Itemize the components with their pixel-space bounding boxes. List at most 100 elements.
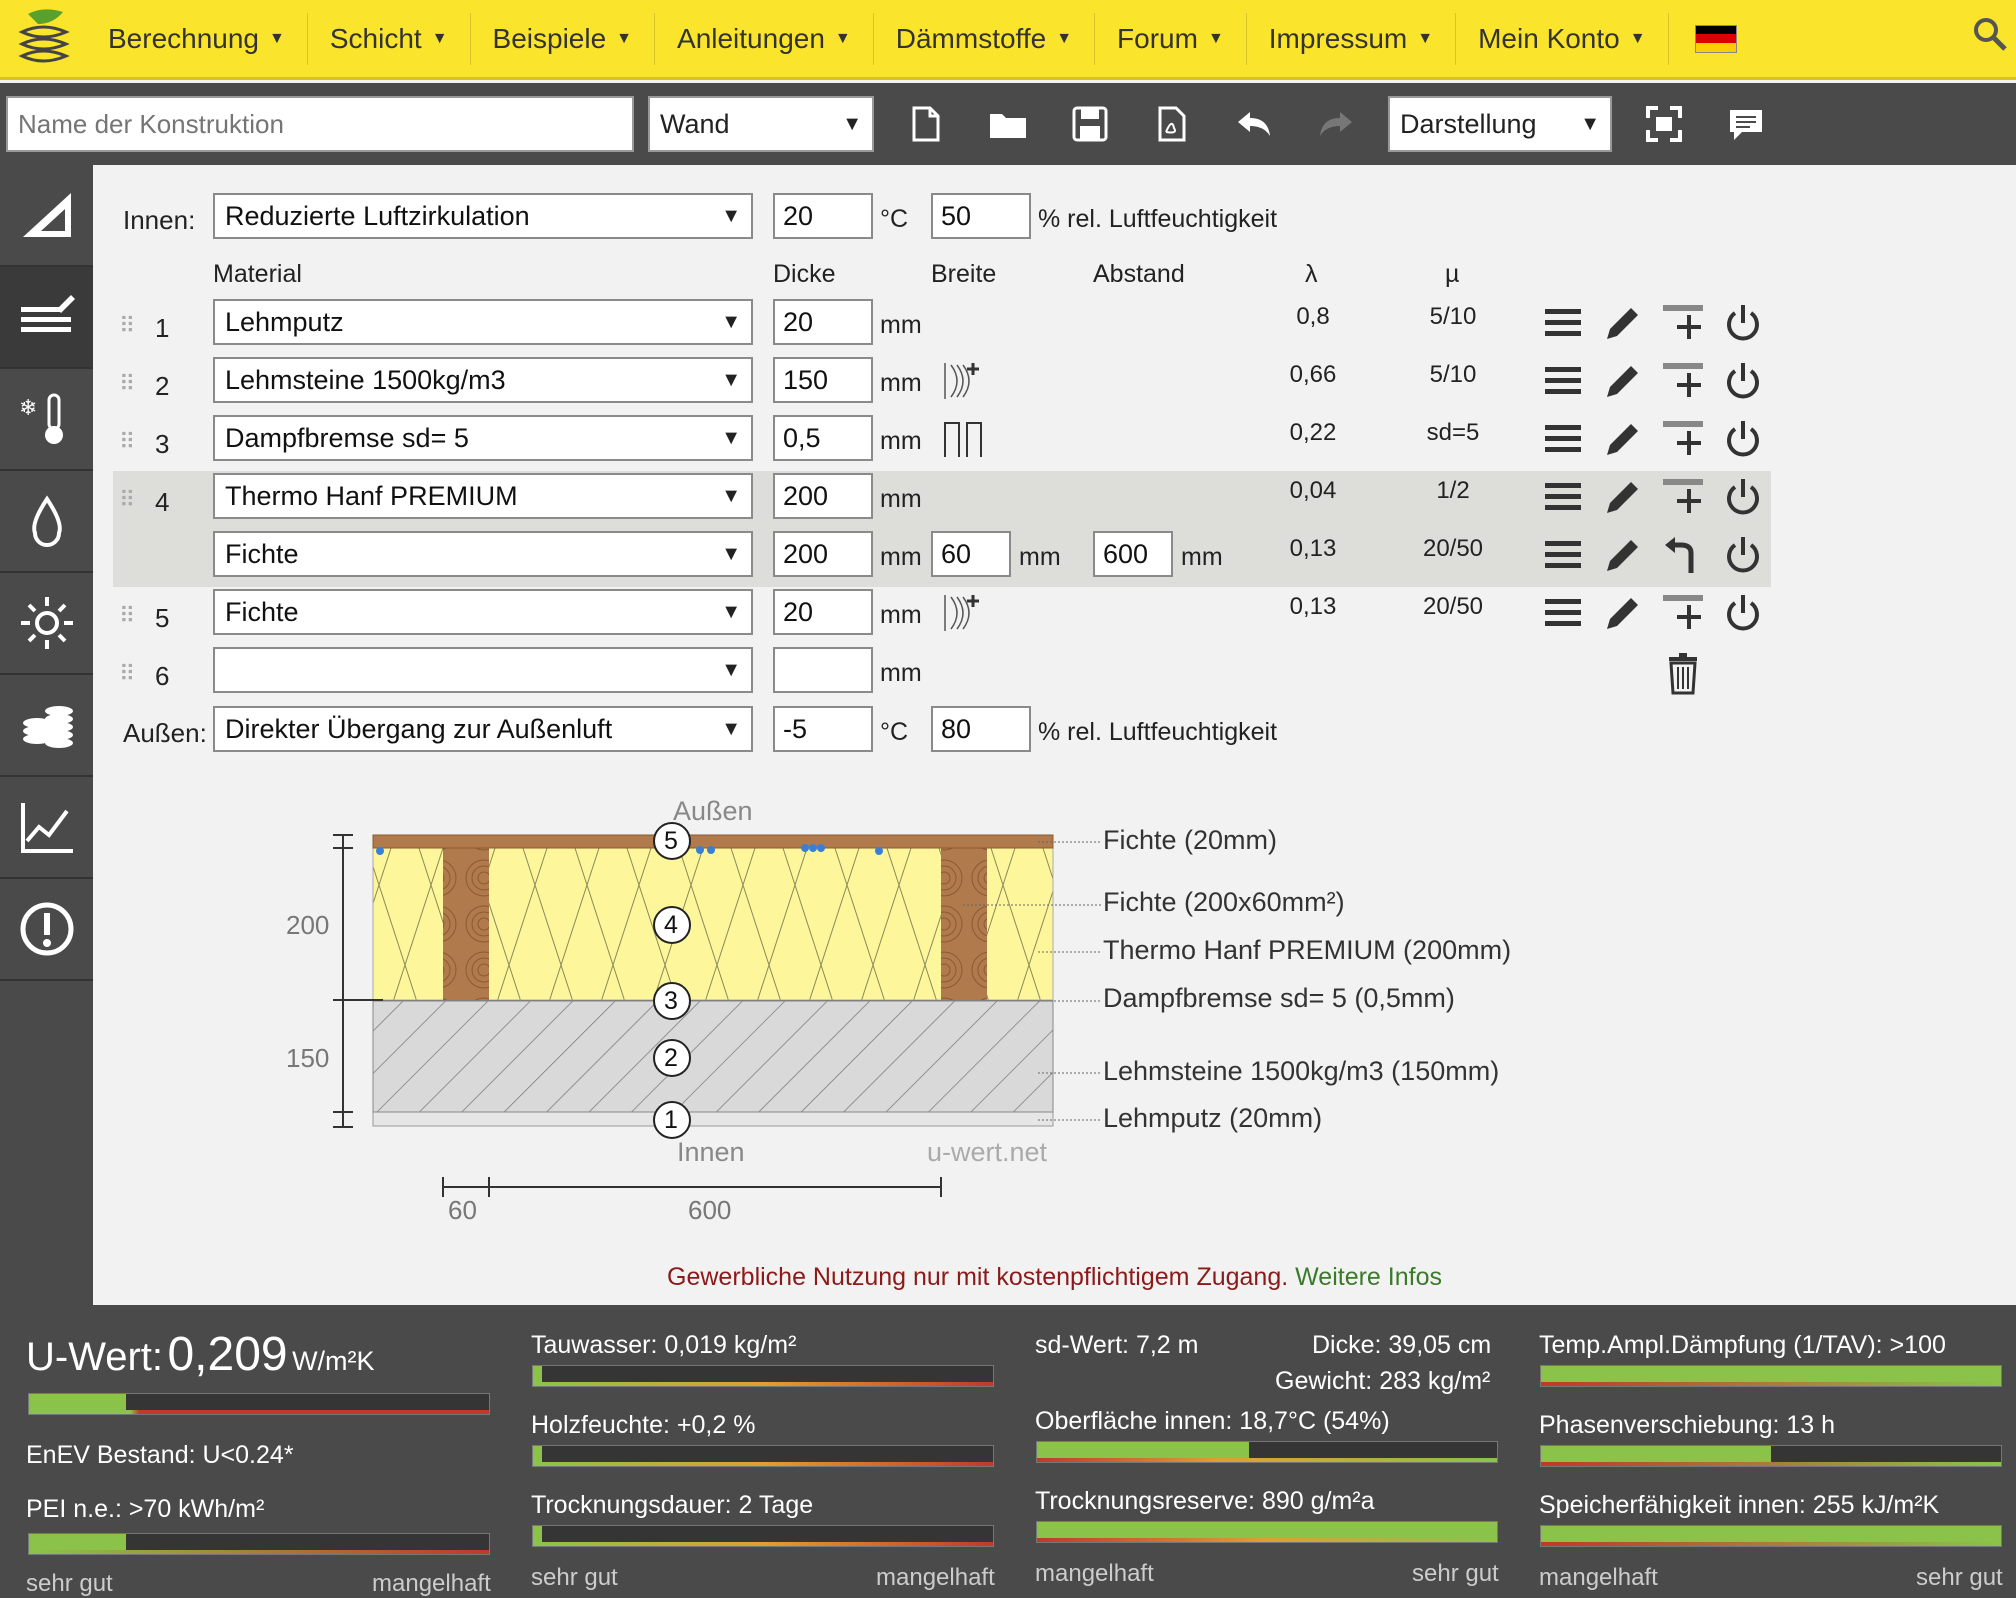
menu-icon[interactable] bbox=[1541, 475, 1585, 519]
menu-icon[interactable] bbox=[1541, 301, 1585, 345]
layer-thickness-input[interactable]: 20 bbox=[773, 299, 873, 345]
drag-handle-icon[interactable]: ⠿ bbox=[119, 603, 135, 628]
comment-icon[interactable] bbox=[1716, 96, 1776, 152]
layer-material-select[interactable]: Dampfbremse sd= 5 ▼ bbox=[213, 415, 753, 461]
power-icon[interactable] bbox=[1721, 591, 1765, 635]
sidebar-item-moisture[interactable] bbox=[0, 471, 93, 573]
outer-humidity-input[interactable]: 80 bbox=[931, 706, 1031, 752]
new-file-icon[interactable] bbox=[896, 96, 956, 152]
dropdown-arrow-icon: ▼ bbox=[721, 368, 741, 391]
view-select[interactable]: Darstellung ▼ bbox=[1388, 96, 1612, 152]
layer-material-select[interactable]: Fichte ▼ bbox=[213, 531, 753, 577]
layer-thickness-input[interactable]: 20 bbox=[773, 589, 873, 635]
add-sublayer-icon[interactable] bbox=[1661, 475, 1705, 519]
power-icon[interactable] bbox=[1721, 417, 1765, 461]
layer-material-select[interactable]: Lehmsteine 1500kg/m3 ▼ bbox=[213, 357, 753, 403]
trash-icon[interactable] bbox=[1661, 651, 1705, 695]
layer-material-value: Lehmsteine 1500kg/m3 bbox=[225, 364, 506, 395]
nav-impressum[interactable]: Impressum ▼ bbox=[1247, 12, 1457, 65]
german-flag-icon[interactable] bbox=[1694, 24, 1737, 53]
nav-anleitungen[interactable]: Anleitungen ▼ bbox=[655, 12, 874, 65]
inner-humidity-input[interactable]: 50 bbox=[931, 193, 1031, 239]
save-icon[interactable] bbox=[1060, 96, 1120, 152]
menu-icon[interactable] bbox=[1541, 533, 1585, 577]
outer-temp-input[interactable]: -5 bbox=[773, 706, 873, 752]
nav-mein-konto[interactable]: Mein Konto ▼ bbox=[1456, 12, 1669, 65]
drag-handle-icon[interactable]: ⠿ bbox=[119, 487, 135, 512]
add-sublayer-icon[interactable] bbox=[1661, 417, 1705, 461]
pencil-icon[interactable] bbox=[1601, 591, 1645, 635]
construction-type-select[interactable]: Wand ▼ bbox=[648, 96, 874, 152]
layer-thickness-input[interactable]: 200 bbox=[773, 531, 873, 577]
fullscreen-icon[interactable] bbox=[1634, 96, 1694, 152]
header-lambda: λ bbox=[1305, 260, 1318, 288]
open-folder-icon[interactable] bbox=[978, 96, 1038, 152]
layer-spacing-input[interactable]: 600 bbox=[1093, 531, 1173, 577]
menu-icon[interactable] bbox=[1541, 359, 1585, 403]
construction-name-input[interactable] bbox=[6, 96, 634, 152]
pencil-icon[interactable] bbox=[1601, 301, 1645, 345]
drag-handle-icon[interactable]: ⠿ bbox=[119, 429, 135, 454]
scale-bad-1: mangelhaft bbox=[372, 1570, 491, 1597]
condensation-drops bbox=[376, 844, 883, 855]
inner-condition-select[interactable]: Reduzierte Luftzirkulation ▼ bbox=[213, 193, 753, 239]
sidebar-item-summer[interactable] bbox=[0, 573, 93, 675]
layer-number: 6 bbox=[155, 661, 170, 691]
nav-forum[interactable]: Forum ▼ bbox=[1095, 12, 1247, 65]
search-icon[interactable] bbox=[1972, 16, 2008, 61]
sidebar-item-warnings[interactable] bbox=[0, 879, 93, 981]
sidebar-item-layers[interactable] bbox=[0, 267, 93, 369]
pdf-icon[interactable] bbox=[1142, 96, 1202, 152]
drag-handle-icon[interactable]: ⠿ bbox=[119, 371, 135, 396]
pencil-icon[interactable] bbox=[1601, 359, 1645, 403]
trocknungsreserve-bar bbox=[1036, 1521, 1498, 1543]
power-icon[interactable] bbox=[1721, 359, 1765, 403]
nav-schicht[interactable]: Schicht ▼ bbox=[308, 12, 471, 65]
nav-daemmstoffe[interactable]: Dämmstoffe ▼ bbox=[874, 12, 1096, 65]
layer-material-select[interactable]: Thermo Hanf PREMIUM ▼ bbox=[213, 473, 753, 519]
add-sublayer-icon[interactable] bbox=[1661, 359, 1705, 403]
pencil-icon[interactable] bbox=[1601, 533, 1645, 577]
add-sublayer-icon[interactable] bbox=[1661, 591, 1705, 635]
sidebar-item-costs[interactable] bbox=[0, 675, 93, 777]
logo[interactable] bbox=[0, 0, 86, 79]
membrane-icon[interactable] bbox=[941, 417, 985, 461]
inner-temp-input[interactable]: 20 bbox=[773, 193, 873, 239]
sidebar-item-temperature[interactable]: ❄ bbox=[0, 369, 93, 471]
layer-thickness-input[interactable]: 150 bbox=[773, 357, 873, 403]
circle-label-2: 2 bbox=[664, 1044, 678, 1072]
nav-berechnung[interactable]: Berechnung ▼ bbox=[86, 12, 308, 65]
circle-label-3: 3 bbox=[664, 987, 678, 1015]
layer-material-select[interactable]: Fichte ▼ bbox=[213, 589, 753, 635]
outer-condition-select[interactable]: Direkter Übergang zur Außenluft ▼ bbox=[213, 706, 753, 752]
sidebar-item-chart[interactable] bbox=[0, 777, 93, 879]
add-wood-icon[interactable] bbox=[941, 591, 985, 635]
layer-thickness-input[interactable]: 0,5 bbox=[773, 415, 873, 461]
nav-beispiele[interactable]: Beispiele ▼ bbox=[471, 12, 656, 65]
add-sublayer-icon[interactable] bbox=[1661, 301, 1705, 345]
drag-handle-icon[interactable]: ⠿ bbox=[119, 661, 135, 686]
layers-edit-icon bbox=[20, 295, 75, 332]
pencil-icon[interactable] bbox=[1601, 417, 1645, 461]
dropdown-arrow-icon: ▼ bbox=[721, 600, 741, 623]
power-icon[interactable] bbox=[1721, 475, 1765, 519]
power-icon[interactable] bbox=[1721, 301, 1765, 345]
outer-temp-unit: °C bbox=[880, 718, 909, 746]
layer-number: 1 bbox=[155, 313, 170, 343]
scale-good-3: sehr gut bbox=[1412, 1560, 1499, 1587]
add-wood-icon[interactable] bbox=[941, 359, 985, 403]
undo-icon[interactable] bbox=[1224, 96, 1284, 152]
layer-thickness-input[interactable]: 200 bbox=[773, 473, 873, 519]
menu-icon[interactable] bbox=[1541, 591, 1585, 635]
menu-icon[interactable] bbox=[1541, 417, 1585, 461]
more-info-link[interactable]: Weitere Infos bbox=[1295, 1263, 1442, 1291]
back-arrow-icon[interactable] bbox=[1661, 533, 1705, 577]
sidebar-item-uwert[interactable] bbox=[0, 165, 93, 267]
layer-material-select[interactable]: ▼ bbox=[213, 647, 753, 693]
drag-handle-icon[interactable]: ⠿ bbox=[119, 313, 135, 338]
layer-thickness-input[interactable] bbox=[773, 647, 873, 693]
layer-width-input[interactable]: 60 bbox=[931, 531, 1011, 577]
layer-material-select[interactable]: Lehmputz ▼ bbox=[213, 299, 753, 345]
power-icon[interactable] bbox=[1721, 533, 1765, 577]
pencil-icon[interactable] bbox=[1601, 475, 1645, 519]
